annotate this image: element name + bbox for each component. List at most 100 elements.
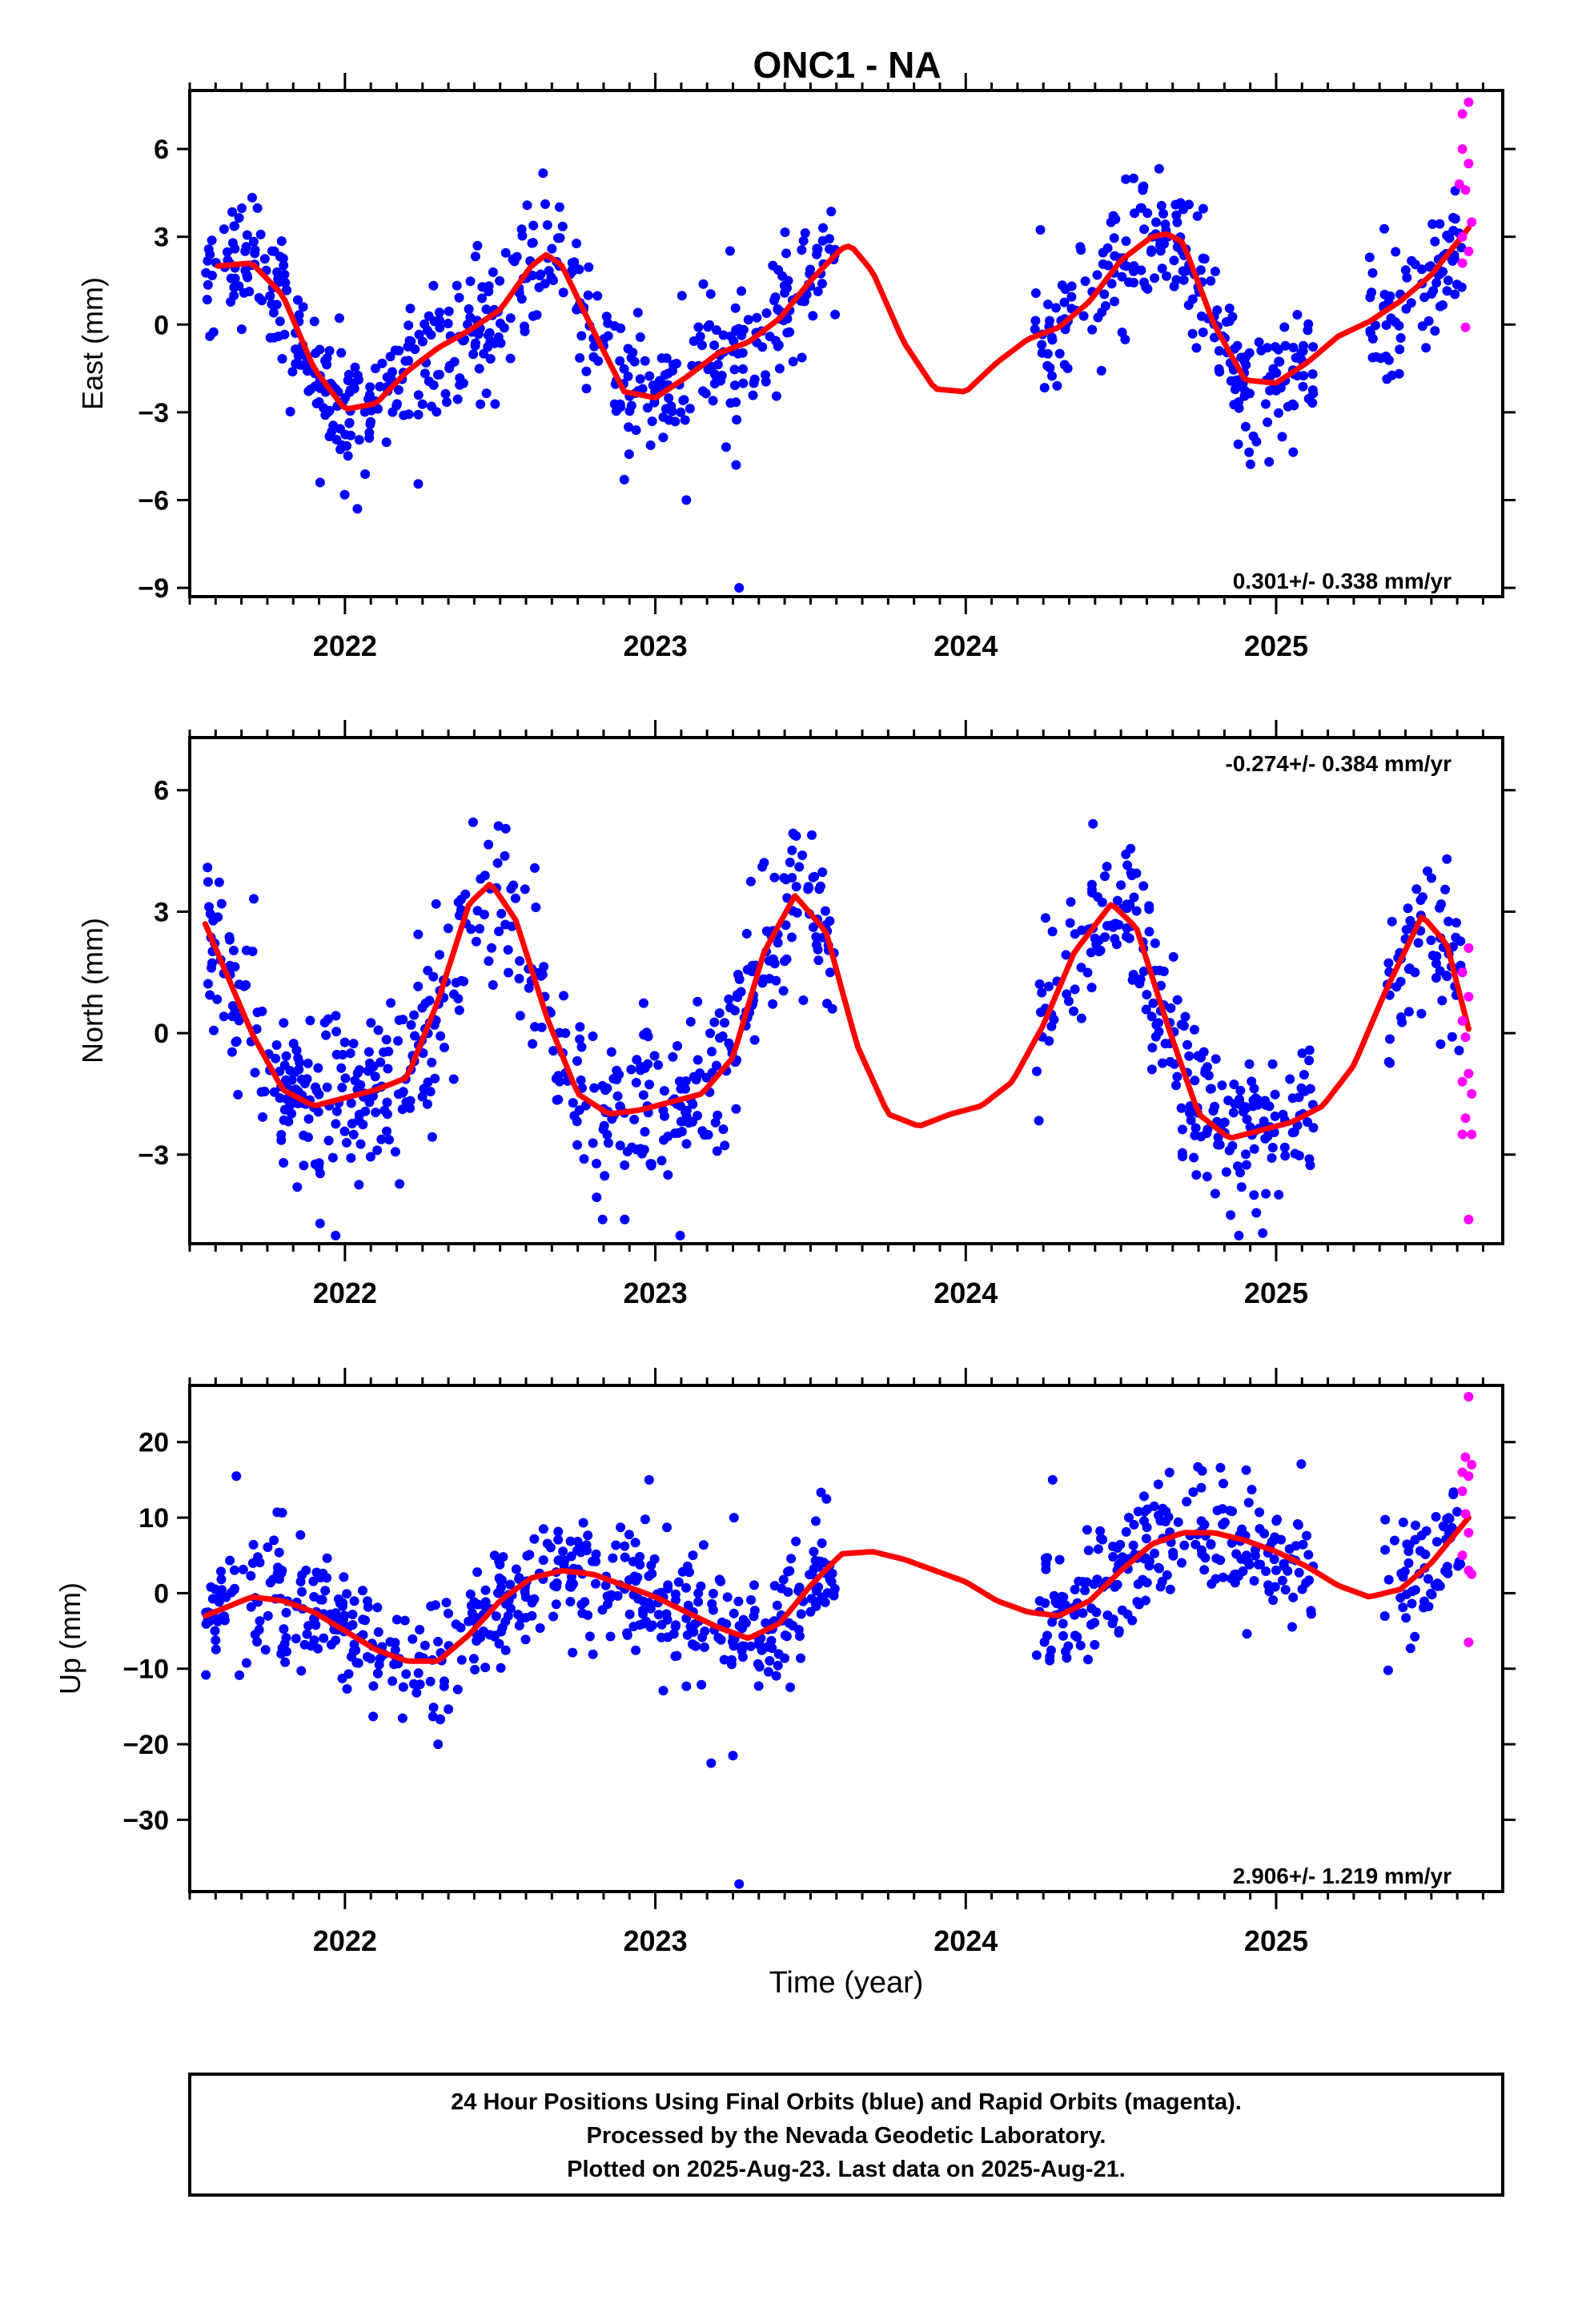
north-final-point	[383, 1047, 394, 1056]
north-final-point	[639, 1144, 649, 1155]
up-final-point	[1128, 1540, 1138, 1550]
up-final-point	[274, 1547, 284, 1558]
north-final-point	[811, 932, 821, 942]
north-final-point	[227, 1001, 238, 1011]
east-final-point	[520, 321, 529, 332]
north-final-point	[676, 1116, 686, 1127]
up-final-point	[1040, 1598, 1050, 1608]
north-rapid-point	[1464, 1068, 1474, 1079]
north-final-point	[1274, 1189, 1284, 1200]
up-final-point	[214, 1597, 224, 1607]
north-final-point	[1403, 903, 1413, 914]
north-final-point	[460, 889, 471, 899]
up-final-point	[456, 1655, 467, 1665]
north-final-point	[1037, 987, 1047, 998]
caption-box: 24 Hour Positions Using Final Orbits (bl…	[188, 2073, 1504, 2197]
up-final-point	[473, 1599, 484, 1610]
north-final-point	[730, 1005, 740, 1015]
east-final-point	[1226, 376, 1236, 386]
up-final-point	[1177, 1558, 1186, 1568]
east-final-point	[324, 432, 335, 441]
east-final-point	[1198, 203, 1208, 214]
up-final-point	[633, 1594, 644, 1604]
north-final-point	[233, 1089, 243, 1100]
north-final-point	[792, 907, 802, 918]
east-final-point	[1273, 344, 1283, 355]
east-final-point	[1054, 348, 1065, 359]
north-final-point	[1241, 1160, 1251, 1170]
up-final-point	[1255, 1524, 1265, 1534]
up-final-point	[1031, 1650, 1042, 1660]
north-final-point	[798, 995, 809, 1005]
east-final-point	[229, 291, 239, 300]
east-final-point	[244, 287, 255, 296]
up-final-point	[398, 1682, 408, 1692]
north-final-point	[1076, 963, 1086, 973]
east-final-point	[1121, 174, 1131, 184]
north-final-point	[620, 1160, 630, 1170]
up-final-point	[408, 1634, 418, 1644]
east-final-point	[1442, 286, 1452, 296]
up-final-point	[538, 1555, 548, 1566]
north-final-point	[1261, 1100, 1271, 1110]
up-final-point	[638, 1605, 648, 1615]
east-final-point	[1093, 312, 1103, 323]
up-final-point	[597, 1605, 608, 1615]
up-final-point	[1039, 1637, 1050, 1647]
east-final-point	[349, 378, 359, 388]
north-final-point	[675, 1230, 685, 1240]
east-final-point	[1298, 381, 1308, 392]
up-final-point	[788, 1621, 798, 1630]
up-final-point	[1154, 1510, 1163, 1521]
up-final-point	[337, 1673, 347, 1683]
up-final-point	[495, 1559, 505, 1570]
up-final-point	[1448, 1490, 1459, 1500]
north-final-point	[1251, 1208, 1262, 1218]
north-final-point	[1435, 1039, 1446, 1049]
up-final-point	[581, 1540, 592, 1550]
north-final-point	[714, 1008, 725, 1019]
north-final-point	[1076, 1013, 1086, 1023]
up-final-point	[295, 1530, 306, 1540]
east-final-point	[424, 311, 434, 321]
east-final-point	[1430, 236, 1440, 247]
up-final-point	[231, 1471, 242, 1482]
east-plot-frame	[188, 89, 1504, 598]
up-final-point	[269, 1535, 279, 1546]
east-final-point	[470, 251, 480, 262]
east-rapid-point	[1457, 109, 1468, 119]
up-final-point	[309, 1591, 319, 1602]
east-final-point	[798, 235, 809, 246]
up-final-point	[778, 1574, 789, 1585]
east-final-point	[658, 432, 669, 443]
north-final-point	[1131, 906, 1142, 916]
up-fit-line	[202, 1514, 1472, 1664]
north-final-point	[668, 1051, 678, 1062]
north-final-point	[781, 920, 791, 931]
north-final-point	[1410, 967, 1420, 978]
east-final-point	[311, 398, 322, 408]
up-final-point	[535, 1623, 545, 1633]
east-final-point	[236, 324, 247, 335]
north-final-point	[390, 1147, 400, 1157]
up-final-point	[1191, 1539, 1201, 1550]
east-final-point	[830, 309, 841, 320]
east-final-point	[1308, 342, 1319, 352]
up-final-point	[1108, 1552, 1118, 1562]
up-final-point	[211, 1644, 221, 1655]
up-final-point	[591, 1549, 601, 1559]
up-rapid-point	[1464, 1392, 1474, 1402]
up-final-point	[444, 1608, 453, 1618]
east-final-point	[670, 416, 681, 427]
east-final-point	[611, 406, 621, 416]
up-final-point	[630, 1538, 640, 1548]
up-final-point	[741, 1618, 751, 1628]
north-final-point	[500, 850, 510, 861]
east-final-point	[315, 344, 325, 355]
north-final-point	[336, 1063, 347, 1073]
north-y-tick-label: 0	[154, 1019, 169, 1049]
up-final-point	[1179, 1540, 1190, 1550]
east-final-point	[761, 308, 772, 318]
north-final-point	[787, 845, 797, 855]
north-final-point	[327, 1152, 338, 1163]
